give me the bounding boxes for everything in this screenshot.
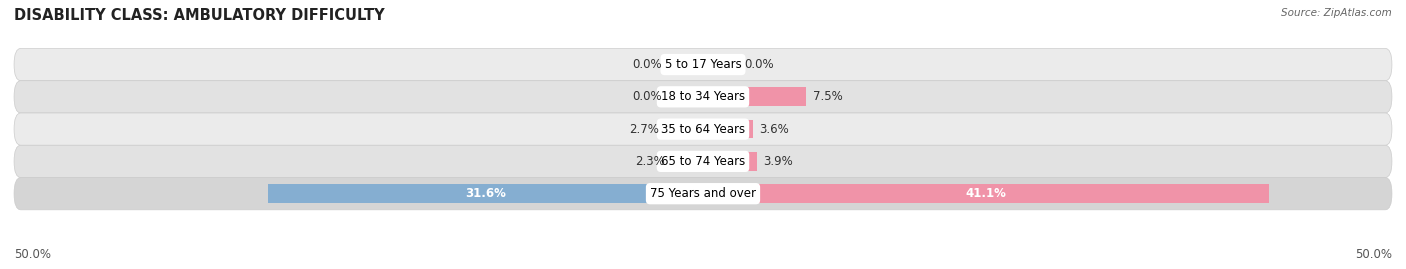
Text: 0.0%: 0.0%	[744, 58, 773, 71]
Text: 3.9%: 3.9%	[763, 155, 793, 168]
Text: 65 to 74 Years: 65 to 74 Years	[661, 155, 745, 168]
Bar	[703, 152, 756, 171]
FancyBboxPatch shape	[14, 145, 1392, 178]
Text: 0.0%: 0.0%	[633, 58, 662, 71]
Text: 5 to 17 Years: 5 to 17 Years	[665, 58, 741, 71]
Text: DISABILITY CLASS: AMBULATORY DIFFICULTY: DISABILITY CLASS: AMBULATORY DIFFICULTY	[14, 8, 385, 23]
Text: 3.6%: 3.6%	[759, 123, 789, 136]
Bar	[669, 87, 703, 106]
Text: 41.1%: 41.1%	[966, 187, 1007, 200]
Bar	[671, 152, 703, 171]
Text: 0.0%: 0.0%	[633, 90, 662, 103]
Text: 50.0%: 50.0%	[1355, 248, 1392, 261]
Bar	[669, 55, 703, 74]
Text: Source: ZipAtlas.com: Source: ZipAtlas.com	[1281, 8, 1392, 18]
Text: 18 to 34 Years: 18 to 34 Years	[661, 90, 745, 103]
Bar	[703, 87, 807, 106]
Bar	[267, 184, 703, 203]
Bar	[666, 120, 703, 139]
FancyBboxPatch shape	[14, 48, 1392, 81]
Text: 7.5%: 7.5%	[813, 90, 844, 103]
Text: 31.6%: 31.6%	[465, 187, 506, 200]
Bar	[703, 120, 752, 139]
Bar	[703, 184, 1270, 203]
Text: 75 Years and over: 75 Years and over	[650, 187, 756, 200]
Text: 50.0%: 50.0%	[14, 248, 51, 261]
Bar	[703, 55, 738, 74]
Text: 2.7%: 2.7%	[628, 123, 659, 136]
Text: 35 to 64 Years: 35 to 64 Years	[661, 123, 745, 136]
FancyBboxPatch shape	[14, 81, 1392, 113]
FancyBboxPatch shape	[14, 113, 1392, 145]
Text: 2.3%: 2.3%	[634, 155, 665, 168]
FancyBboxPatch shape	[14, 178, 1392, 210]
